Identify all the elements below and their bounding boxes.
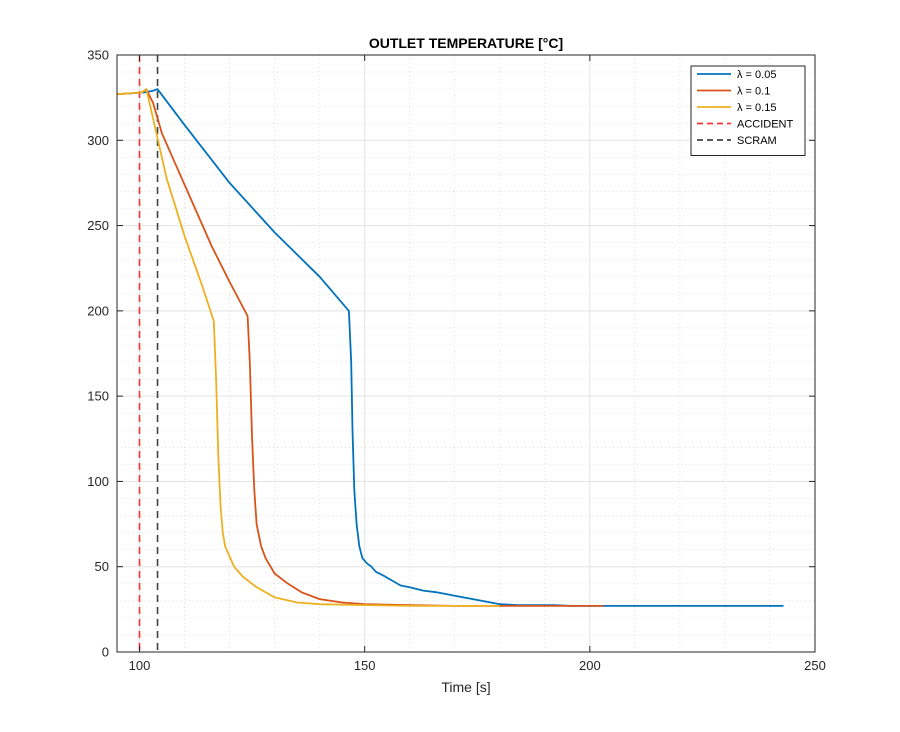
y-tick-label: 150 [87,389,109,404]
y-tick-label: 300 [87,133,109,148]
x-tick-label: 250 [804,658,826,673]
y-tick-label: 100 [87,474,109,489]
chart-title: OUTLET TEMPERATURE [°C] [369,35,563,51]
x-tick-label: 150 [354,658,376,673]
y-tick-label: 200 [87,303,109,318]
legend-label: λ = 0.05 [737,69,776,81]
x-tick-label: 200 [579,658,601,673]
legend: λ = 0.05 λ = 0.1 λ = 0.15 ACCIDENT SCRAM [690,65,806,156]
x-axis-ticks: 100 150 200 250 [129,55,826,673]
y-tick-label: 0 [102,645,109,660]
legend-label: λ = 0.1 [737,86,770,98]
y-axis-ticks: 0 50 100 150 200 250 300 350 [87,48,815,660]
y-tick-label: 350 [87,48,109,63]
x-tick-label: 100 [129,658,151,673]
legend-label: SCRAM [737,135,777,147]
x-axis-label: Time [s] [441,679,490,695]
series-lines [116,88,784,607]
legend-label: λ = 0.15 [737,102,776,114]
plot-area-frame [116,54,816,653]
series-line-3 [116,88,500,607]
legend-label: ACCIDENT [737,119,794,131]
event-lines [138,55,159,652]
grid-minor [117,55,815,652]
y-tick-label: 50 [95,559,109,574]
y-tick-label: 250 [87,218,109,233]
